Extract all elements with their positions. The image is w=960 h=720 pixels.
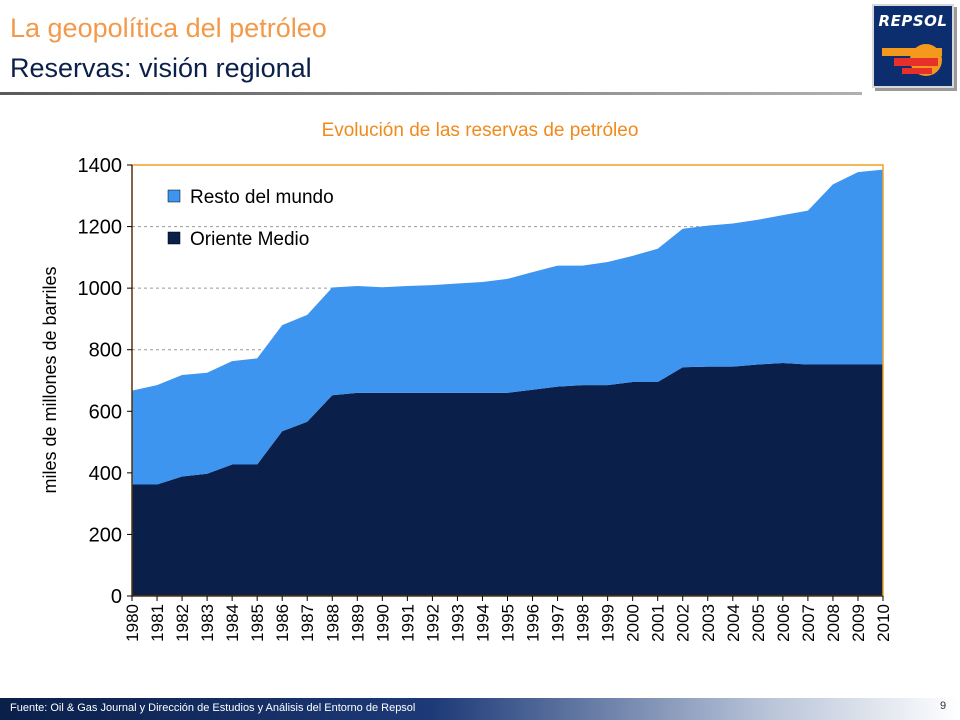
y-tick-label: 1400: [78, 155, 123, 177]
x-tick-label: 1986: [273, 604, 292, 642]
axes: 0 200 400 600 800 1000 1200 1400 1980 1981 1982 198…: [78, 155, 894, 642]
legend-swatch: [167, 189, 181, 203]
y-tick-label: 400: [89, 463, 122, 485]
y-axis-label: miles de millones de barriles: [40, 266, 60, 493]
reserves-area-chart: 0 200 400 600 800 1000 1200 1400 1980 1981 1982 198…: [40, 155, 894, 642]
x-tick-label: 1983: [198, 604, 217, 642]
x-tick-label: 1995: [499, 604, 518, 642]
legend: Resto del mundo Oriente Medio: [167, 187, 334, 250]
legend-label: Resto del mundo: [190, 187, 334, 208]
page-number: 9: [940, 700, 947, 712]
x-tick-label: 1997: [549, 604, 568, 642]
chart-title: Evolución de las reservas de petróleo: [321, 120, 639, 141]
source-note: Fuente: Oil & Gas Journal y Dirección de…: [10, 702, 416, 714]
x-tick-label: 1989: [348, 604, 367, 642]
y-tick-label: 600: [89, 401, 122, 423]
x-tick-label: 2006: [774, 604, 793, 642]
x-tick-label: 1996: [524, 604, 543, 642]
x-tick-label: 1993: [448, 604, 467, 642]
logo-wordmark: REPSOL: [878, 12, 948, 30]
area-resto-del-mundo: [132, 169, 883, 485]
x-tick-label: 1987: [298, 604, 317, 642]
x-tick-label: 1988: [323, 604, 342, 642]
x-tick-label: 2001: [649, 604, 668, 642]
x-tick-label: 2010: [874, 604, 893, 642]
x-tick-label: 1994: [473, 604, 492, 642]
x-tick-label: 1990: [373, 604, 392, 642]
y-tick-label: 1000: [78, 278, 123, 300]
x-tick-label: 2004: [724, 604, 743, 642]
slide-title: La geopolítica del petróleo: [10, 13, 327, 43]
x-tick-label: 1999: [599, 604, 618, 642]
area-series: [132, 169, 883, 596]
x-tick-label: 2002: [674, 604, 693, 642]
x-tick-label: 1980: [123, 604, 142, 642]
x-tick-label: 1998: [574, 604, 593, 642]
footer-bar: Fuente: Oil & Gas Journal y Dirección de…: [0, 698, 960, 720]
x-tick-label: 1981: [148, 604, 167, 642]
repsol-logo: REPSOL: [872, 4, 954, 88]
x-tick-label: 2003: [699, 604, 718, 642]
legend-label: Oriente Medio: [190, 229, 309, 250]
y-tick-label: 800: [89, 340, 122, 362]
x-tick-label: 2009: [849, 604, 868, 642]
legend-swatch: [167, 231, 181, 245]
x-tick-label: 2005: [749, 604, 768, 642]
header-divider: [0, 92, 862, 95]
x-tick-label: 1985: [248, 604, 267, 642]
x-tick-label: 1992: [423, 604, 442, 642]
x-tick-label: 2000: [624, 604, 643, 642]
x-tick-label: 1991: [398, 604, 417, 642]
area-oriente-medio: [132, 362, 883, 596]
y-tick-label: 200: [89, 524, 122, 546]
x-tick-label: 1982: [173, 604, 192, 642]
slide-subtitle: Reservas: visión regional: [10, 53, 312, 83]
logo-emblem-icon: [882, 44, 942, 76]
y-tick-label: 0: [111, 586, 122, 608]
x-tick-label: 2008: [824, 604, 843, 642]
x-tick-label: 2007: [799, 604, 818, 642]
x-tick-label: 1984: [223, 604, 242, 642]
y-tick-label: 1200: [78, 217, 123, 239]
